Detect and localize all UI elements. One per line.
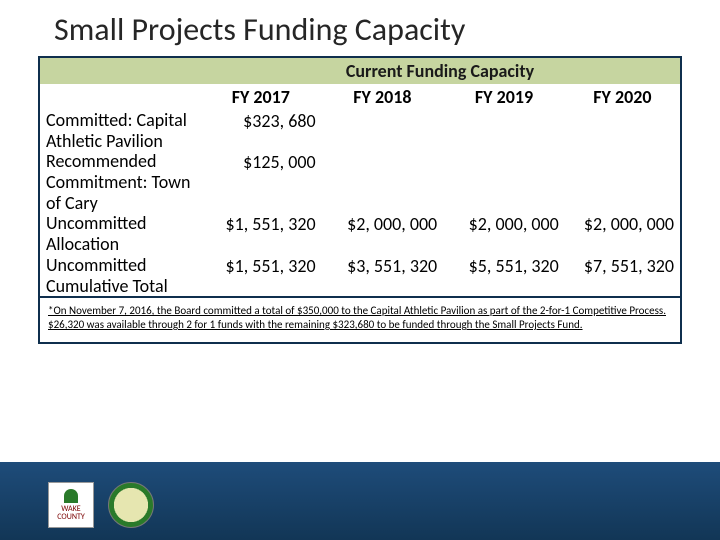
logo-row: WAKE COUNTY — [48, 482, 154, 528]
cell: $7, 551, 320 — [565, 255, 680, 296]
cell: $323, 680 — [200, 110, 322, 151]
cell: $3, 551, 320 — [322, 255, 444, 296]
seal-logo-icon — [108, 482, 154, 528]
cell: $5, 551, 320 — [443, 255, 565, 296]
cell — [565, 110, 680, 151]
tree-icon — [64, 489, 78, 503]
row-label: Uncommitted Cumulative Total — [40, 255, 200, 296]
cell: $2, 000, 000 — [322, 213, 444, 254]
cell: $1, 551, 320 — [200, 255, 322, 296]
row-label: Uncommitted Allocation — [40, 213, 200, 254]
col-header: FY 2017 — [200, 84, 322, 110]
cell: $2, 000, 000 — [565, 213, 680, 254]
table-header-years-row: FY 2017 FY 2018 FY 2019 FY 2020 — [40, 84, 680, 110]
col-header: FY 2020 — [565, 84, 680, 110]
table-footnote: *On November 7, 2016, the Board committe… — [40, 296, 680, 342]
cell — [565, 151, 680, 213]
cell: $1, 551, 320 — [200, 213, 322, 254]
funding-table: Current Funding Capacity FY 2017 FY 2018… — [40, 58, 680, 296]
slide-root: Small Projects Funding Capacity Current … — [0, 0, 720, 540]
cell: $125, 000 — [200, 151, 322, 213]
cell — [322, 151, 444, 213]
funding-table-container: Current Funding Capacity FY 2017 FY 2018… — [38, 56, 682, 344]
cell — [443, 110, 565, 151]
cell: $2, 000, 000 — [443, 213, 565, 254]
col-header: FY 2018 — [322, 84, 444, 110]
cell — [443, 151, 565, 213]
slide-title: Small Projects Funding Capacity — [54, 10, 465, 49]
cell — [322, 110, 444, 151]
row-label: Committed: Capital Athletic Pavilion — [40, 110, 200, 151]
logo-text: COUNTY — [57, 513, 85, 521]
row-label: Recommended Commitment: Town of Cary — [40, 151, 200, 213]
table-header-title: Current Funding Capacity — [200, 58, 680, 84]
wake-county-logo-icon: WAKE COUNTY — [48, 482, 94, 528]
col-header: FY 2019 — [443, 84, 565, 110]
table-header-title-row: Current Funding Capacity — [40, 58, 680, 84]
